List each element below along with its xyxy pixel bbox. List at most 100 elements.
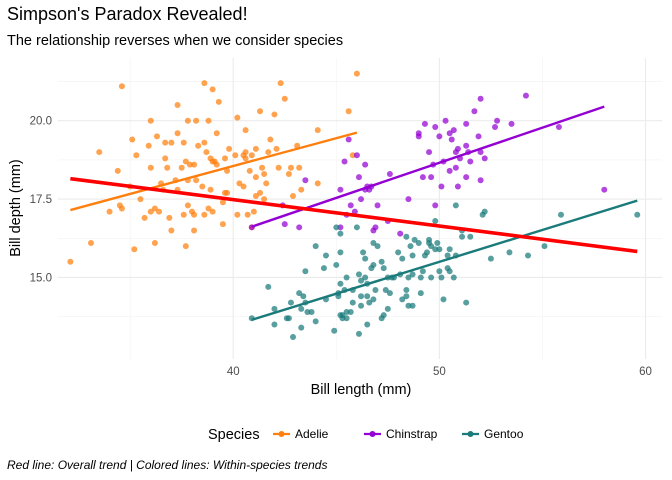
point-adelie — [259, 164, 266, 171]
point-adelie — [178, 164, 185, 171]
point-gentoo — [366, 299, 373, 306]
point-adelie — [242, 127, 249, 134]
point-adelie — [151, 239, 158, 246]
point-adelie — [281, 95, 288, 102]
point-adelie — [118, 83, 125, 90]
point-adelie — [186, 161, 193, 168]
point-gentoo — [409, 302, 416, 309]
point-gentoo — [265, 283, 272, 290]
point-adelie — [164, 164, 171, 171]
point-gentoo — [285, 315, 292, 322]
point-chinstrap — [355, 174, 362, 181]
points — [67, 70, 641, 341]
point-gentoo — [298, 324, 305, 331]
point-adelie — [168, 139, 175, 146]
chart-subtitle: The relationship reverses when we consid… — [7, 33, 344, 49]
point-adelie — [129, 136, 136, 143]
legend: Species Adelie Chinstrap Gentoo — [208, 427, 524, 443]
point-chinstrap — [450, 127, 457, 134]
point-gentoo — [337, 230, 344, 237]
point-gentoo — [411, 236, 418, 243]
point-gentoo — [362, 274, 369, 281]
point-gentoo — [355, 330, 362, 337]
point-chinstrap — [426, 149, 433, 156]
point-adelie — [277, 80, 284, 87]
point-gentoo — [370, 239, 377, 246]
point-chinstrap — [358, 196, 365, 203]
point-adelie — [153, 133, 160, 140]
point-gentoo — [446, 246, 453, 253]
point-adelie — [246, 167, 253, 174]
point-chinstrap — [432, 202, 439, 209]
point-chinstrap — [508, 120, 515, 127]
point-gentoo — [347, 308, 354, 315]
point-gentoo — [399, 255, 406, 262]
chart-title: Simpson's Paradox Revealed! — [7, 4, 248, 24]
point-gentoo — [415, 239, 422, 246]
point-adelie — [257, 108, 264, 115]
legend-key-point — [467, 431, 474, 437]
point-gentoo — [452, 202, 459, 209]
point-chinstrap — [454, 183, 461, 190]
point-gentoo — [407, 243, 414, 250]
point-gentoo — [436, 268, 443, 275]
point-gentoo — [403, 293, 410, 300]
point-gentoo — [298, 305, 305, 312]
point-chinstrap — [353, 152, 360, 159]
point-adelie — [298, 186, 305, 193]
point-chinstrap — [345, 136, 352, 143]
point-adelie — [201, 80, 208, 87]
point-gentoo — [395, 249, 402, 256]
point-adelie — [87, 239, 94, 246]
point-chinstrap — [362, 161, 369, 168]
point-chinstrap — [481, 155, 488, 162]
point-gentoo — [302, 268, 309, 275]
point-adelie — [349, 152, 356, 159]
point-gentoo — [444, 252, 451, 259]
point-gentoo — [459, 233, 466, 240]
point-chinstrap — [337, 224, 344, 231]
point-gentoo — [405, 302, 412, 309]
point-chinstrap — [477, 177, 484, 184]
y-tick-label: 17.5 — [30, 194, 52, 206]
point-chinstrap — [397, 230, 404, 237]
point-adelie — [221, 155, 228, 162]
point-chinstrap — [405, 196, 412, 203]
point-adelie — [205, 117, 212, 124]
point-chinstrap — [475, 133, 482, 140]
point-adelie — [314, 127, 321, 134]
point-adelie — [162, 155, 169, 162]
point-chinstrap — [351, 208, 358, 215]
point-adelie — [118, 205, 125, 212]
point-chinstrap — [438, 183, 445, 190]
point-adelie — [182, 158, 189, 165]
point-adelie — [133, 152, 140, 159]
legend-item-adelie: Adelie — [273, 427, 329, 441]
point-chinstrap — [419, 174, 426, 181]
point-chinstrap — [522, 92, 529, 99]
point-adelie — [162, 139, 169, 146]
point-adelie — [209, 86, 216, 93]
point-gentoo — [271, 305, 278, 312]
point-adelie — [199, 183, 206, 190]
point-gentoo — [320, 265, 327, 272]
point-gentoo — [417, 274, 424, 281]
point-adelie — [191, 227, 198, 234]
point-gentoo — [358, 302, 365, 309]
point-adelie — [184, 117, 191, 124]
tick-labels: 40 50 60 15.0 17.5 20.0 — [30, 116, 652, 378]
point-chinstrap — [446, 167, 453, 174]
point-gentoo — [271, 321, 278, 328]
point-adelie — [174, 102, 181, 109]
point-adelie — [252, 192, 259, 199]
point-chinstrap — [372, 224, 379, 231]
point-gentoo — [380, 265, 387, 272]
point-adelie — [151, 205, 158, 212]
point-adelie — [273, 145, 280, 152]
point-adelie — [137, 196, 144, 203]
legend-label: Chinstrap — [386, 427, 438, 441]
point-adelie — [213, 161, 220, 168]
point-chinstrap — [452, 164, 459, 171]
x-tick-label: 40 — [227, 366, 240, 378]
point-adelie — [285, 171, 292, 178]
